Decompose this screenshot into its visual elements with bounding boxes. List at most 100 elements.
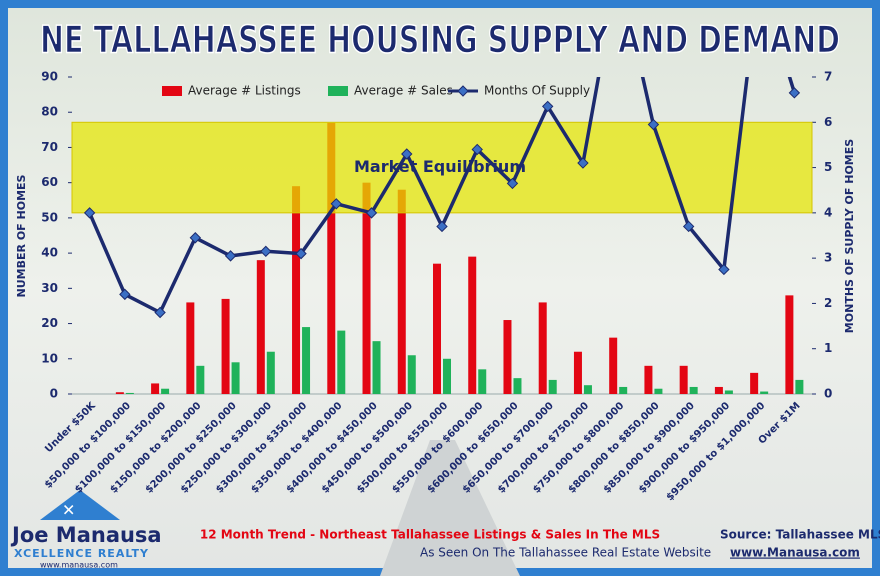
road bbox=[380, 440, 520, 576]
bar bbox=[724, 390, 733, 394]
bar bbox=[221, 298, 230, 394]
y2-tick-label: 6 bbox=[824, 115, 832, 129]
y-tick-label: 90 bbox=[41, 70, 58, 84]
line-marker bbox=[436, 220, 448, 233]
chart-title: NE Tallahassee Housing Supply And Demand bbox=[40, 19, 840, 62]
bar bbox=[538, 302, 547, 394]
bar bbox=[397, 189, 406, 394]
bar bbox=[337, 330, 346, 394]
bar bbox=[302, 327, 311, 394]
y-tick-label: 50 bbox=[41, 210, 58, 224]
bar bbox=[679, 365, 688, 394]
line-marker bbox=[224, 250, 237, 262]
line-marker bbox=[506, 177, 519, 190]
line-marker bbox=[577, 157, 589, 169]
bar bbox=[292, 186, 301, 394]
bar bbox=[256, 260, 265, 394]
bar bbox=[443, 358, 451, 394]
legend-swatch bbox=[162, 86, 182, 96]
legend-swatch bbox=[328, 86, 348, 96]
bar bbox=[433, 263, 441, 394]
bar bbox=[468, 256, 477, 394]
equilibrium-band bbox=[71, 121, 813, 214]
y-tick-label: 80 bbox=[41, 105, 58, 119]
logo: ✕ bbox=[40, 490, 120, 520]
bar bbox=[362, 182, 371, 394]
bar bbox=[654, 388, 663, 394]
y2-tick-label: 7 bbox=[824, 70, 832, 84]
line-marker bbox=[260, 245, 272, 258]
line-marker bbox=[83, 207, 96, 219]
bar bbox=[196, 365, 205, 394]
line-marker bbox=[718, 263, 730, 276]
y-axis-title: NUMBER OF HOMES bbox=[15, 174, 28, 297]
footer-website: www.Manausa.com bbox=[730, 546, 860, 560]
line-marker bbox=[365, 207, 378, 219]
bar bbox=[644, 365, 653, 394]
y2-tick-label: 1 bbox=[824, 341, 832, 355]
legend-label: Months Of Supply bbox=[484, 84, 590, 98]
bar bbox=[115, 392, 124, 394]
logo-brand: XCELLENCE REALTY bbox=[14, 547, 149, 560]
logo-roof bbox=[40, 490, 120, 520]
y2-tick-label: 0 bbox=[824, 387, 832, 401]
y-tick-label: 20 bbox=[41, 316, 58, 330]
y2-tick-label: 3 bbox=[824, 251, 832, 265]
footer-seen-on: As Seen On The Tallahassee Real Estate W… bbox=[420, 546, 711, 560]
y2-tick-label: 4 bbox=[824, 205, 832, 219]
logo-mark: ✕ bbox=[62, 501, 75, 520]
y2-axis-title: MONTHS OF SUPPLY OF HOMES bbox=[843, 139, 856, 333]
footer-source: Source: Tallahassee MLS bbox=[720, 528, 880, 542]
bar bbox=[750, 372, 759, 394]
y-tick-label: 40 bbox=[41, 246, 58, 260]
bar bbox=[503, 320, 512, 394]
bar bbox=[548, 379, 557, 394]
bar bbox=[327, 122, 336, 395]
line-marker bbox=[295, 247, 307, 260]
y2-tick-label: 5 bbox=[824, 160, 832, 174]
line-marker bbox=[788, 87, 801, 99]
legend-label: Average # Sales bbox=[354, 84, 453, 98]
line-layer bbox=[83, 77, 801, 319]
bar bbox=[795, 379, 804, 394]
bar bbox=[573, 351, 582, 394]
y-tick-label: 0 bbox=[50, 387, 58, 401]
bar bbox=[161, 388, 170, 394]
bar bbox=[760, 391, 769, 394]
y-tick-label: 60 bbox=[41, 175, 58, 189]
line-marker bbox=[189, 232, 202, 244]
bar bbox=[186, 302, 195, 394]
line-marker bbox=[154, 306, 166, 319]
bar bbox=[714, 386, 723, 394]
line-marker bbox=[682, 220, 695, 233]
bar bbox=[266, 351, 275, 394]
line-marker bbox=[542, 100, 554, 113]
bar bbox=[583, 385, 592, 394]
bar bbox=[609, 337, 618, 394]
bar bbox=[125, 392, 134, 394]
bar bbox=[689, 386, 698, 394]
logo-url: www.manausa.com bbox=[40, 561, 118, 570]
bar bbox=[407, 355, 416, 394]
line-marker bbox=[119, 288, 131, 301]
line-marker bbox=[330, 198, 342, 210]
line-marker bbox=[647, 118, 660, 131]
bar bbox=[785, 295, 794, 394]
line-marker bbox=[401, 148, 413, 160]
y-tick-label: 10 bbox=[41, 351, 58, 365]
legend-label: Average # Listings bbox=[188, 84, 301, 98]
y-tick-label: 70 bbox=[41, 140, 58, 154]
line-marker bbox=[471, 143, 483, 156]
bar bbox=[619, 386, 628, 394]
y-tick-label: 30 bbox=[41, 281, 58, 295]
bar bbox=[372, 341, 381, 394]
legend-marker bbox=[457, 85, 469, 97]
y2-tick-label: 2 bbox=[824, 296, 832, 310]
bar bbox=[151, 383, 160, 394]
bar bbox=[231, 362, 240, 394]
bar bbox=[513, 378, 522, 394]
logo-name: Joe Manausa bbox=[10, 523, 162, 547]
footer-trend: 12 Month Trend - Northeast Tallahassee L… bbox=[200, 528, 660, 542]
